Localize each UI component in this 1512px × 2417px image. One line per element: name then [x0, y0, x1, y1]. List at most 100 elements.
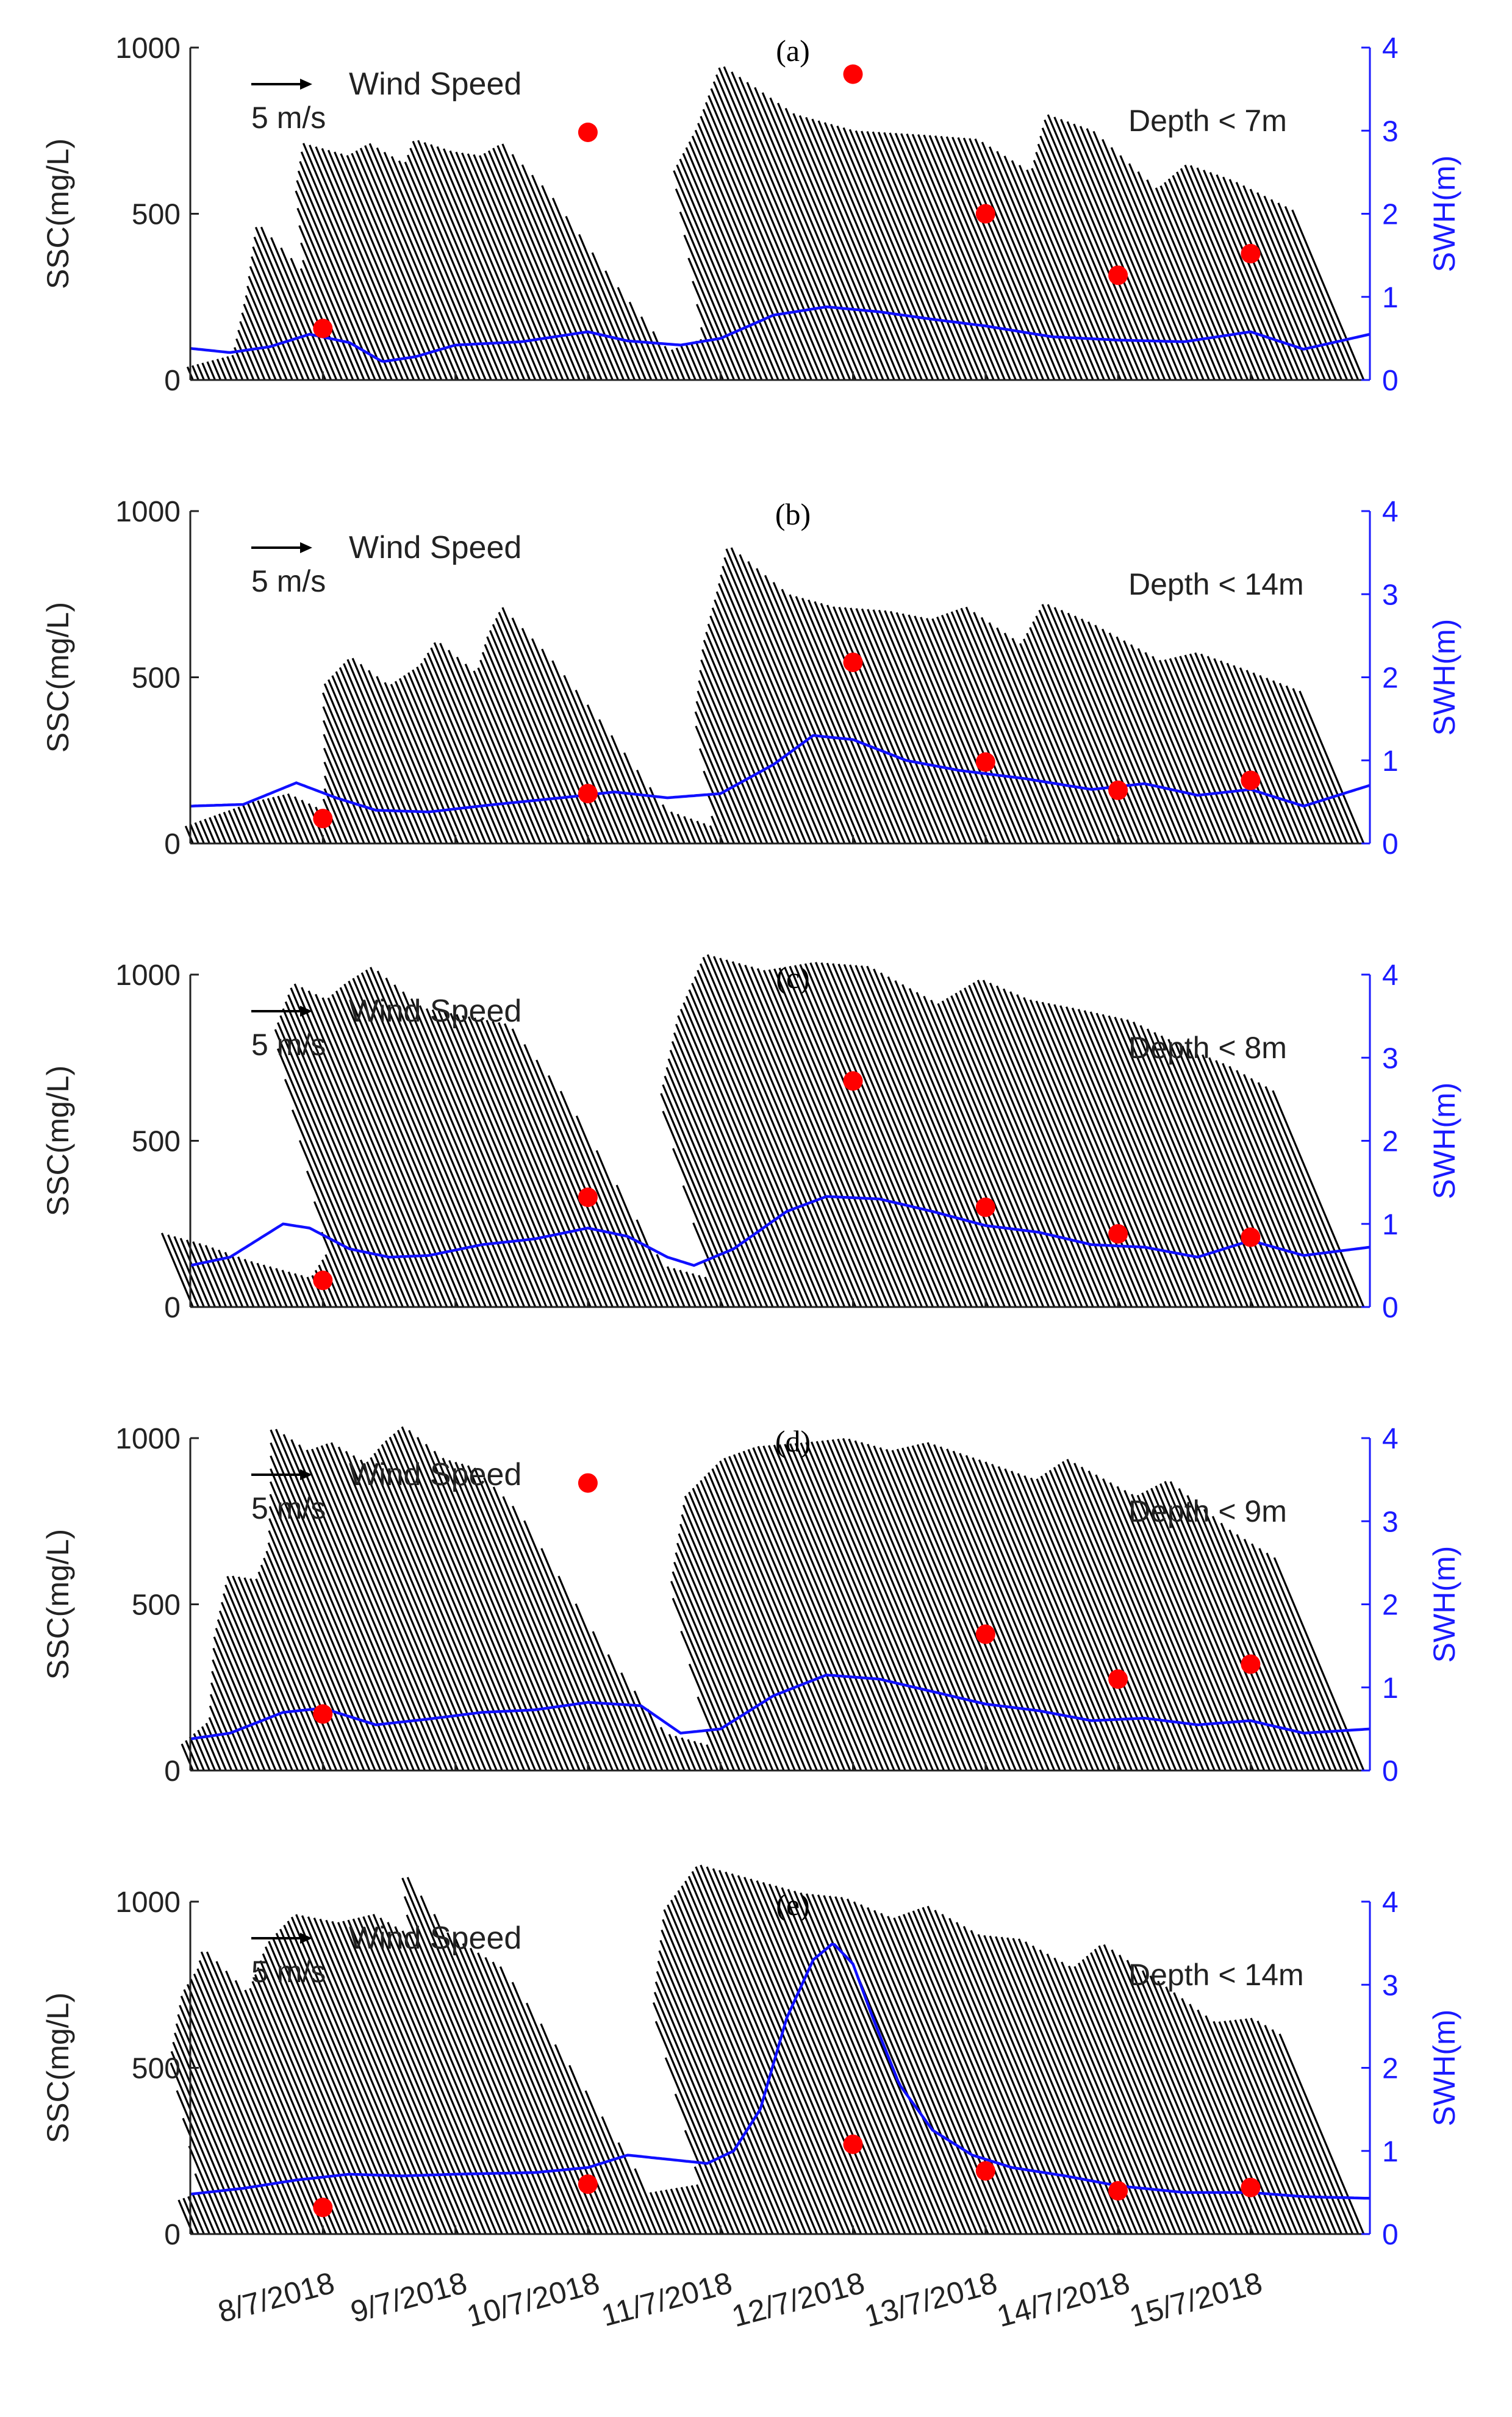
wind-vector [1158, 659, 1238, 844]
wind-vector [1228, 2020, 1320, 2235]
wind-vector [473, 670, 548, 844]
legend-arrow-label: 5 m/s [251, 1955, 326, 1989]
left-axis-label: SSC(mg/L) [41, 138, 75, 289]
wind-vector [699, 670, 774, 844]
wind-vector [867, 1444, 1006, 1771]
wind-vector [365, 969, 509, 1308]
wind-vector [367, 1914, 503, 2235]
wind-vector [1137, 648, 1221, 844]
wind-vector [698, 748, 741, 844]
wind-vector [1078, 1962, 1194, 2235]
wind-vector [698, 1275, 713, 1308]
wind-vector [661, 804, 680, 844]
wind-vector [462, 1943, 586, 2235]
wind-vector [260, 1564, 349, 1771]
wind-vector [479, 659, 559, 844]
wind-vector [859, 1904, 1000, 2235]
wind-vector [670, 811, 686, 844]
wind-vector [907, 1912, 1045, 2235]
wind-vector [1272, 1090, 1365, 1308]
wind-vector [843, 964, 989, 1308]
wind-vector [916, 1444, 1056, 1771]
wind-vector [1031, 168, 1122, 381]
wind-vector [242, 804, 260, 844]
wind-vector [335, 990, 470, 1308]
wind-vector [313, 1917, 448, 2235]
wind-vector [1060, 609, 1161, 844]
wind-vector [636, 770, 669, 844]
wind-vector [251, 256, 304, 381]
wind-vector [186, 1983, 293, 2235]
wind-vector [772, 582, 884, 844]
wind-vector [293, 1273, 310, 1308]
ssc-point [975, 2161, 995, 2181]
wind-vector [346, 659, 426, 844]
wind-vector [842, 1438, 984, 1771]
right-tick-label: 1 [1382, 1209, 1399, 1241]
wind-vector [301, 1915, 437, 2235]
wind-vector [403, 675, 476, 844]
wind-vector [672, 1571, 758, 1771]
wind-vector [703, 640, 790, 844]
wind-vector [249, 266, 299, 381]
wind-vector [323, 683, 393, 844]
wind-vector [1155, 187, 1238, 381]
wind-vector [699, 963, 846, 1308]
wind-vector [1159, 185, 1244, 381]
wind-vector [801, 598, 906, 844]
wind-vector [887, 976, 1028, 1308]
wind-vector [762, 970, 906, 1308]
wind-vector [911, 134, 1017, 381]
wind-vector [396, 1430, 542, 1771]
left-tick-label: 500 [132, 199, 181, 231]
wind-vector [1126, 1960, 1244, 2235]
right-tick-label: 0 [1382, 828, 1399, 861]
wind-vector [664, 1075, 763, 1308]
wind-vector [1220, 1522, 1326, 1771]
wind-vector [676, 814, 691, 844]
wind-vector [1203, 1509, 1315, 1771]
wind-vector [794, 965, 940, 1308]
wind-vector [455, 151, 553, 381]
wind-vector [220, 1602, 293, 1771]
wind-vector [731, 961, 879, 1308]
wind-vector [223, 812, 238, 844]
wind-vector [654, 2191, 675, 2235]
wind-vector [957, 137, 1061, 381]
wind-vector [1205, 2015, 1299, 2235]
ssc-point [975, 752, 995, 772]
wind-vector [673, 1268, 691, 1308]
wind-vector [498, 1022, 620, 1308]
wind-vector [277, 795, 299, 844]
wind-vector [198, 1243, 228, 1308]
left-tick-label: 500 [132, 1589, 181, 1622]
wind-vector [769, 1883, 917, 2235]
wind-vector [1224, 2021, 1315, 2235]
wind-vector [249, 1578, 332, 1771]
wind-vector [1209, 172, 1299, 381]
wind-vector [179, 2005, 277, 2235]
wind-vector [684, 2130, 730, 2235]
wind-vector [268, 1530, 371, 1771]
wind-vector [1222, 1062, 1326, 1308]
wind-vector [1114, 1016, 1238, 1308]
wind-vector [697, 1696, 730, 1771]
wind-vector [984, 1461, 1116, 1771]
wind-vector [221, 357, 233, 381]
wind-vector [348, 980, 487, 1308]
wind-vector [481, 651, 564, 844]
wind-vector [679, 1269, 697, 1308]
wind-vector [368, 670, 443, 844]
wind-vector [1083, 1010, 1210, 1308]
wind-vector [684, 1495, 801, 1771]
wind-vector [903, 1914, 1039, 2235]
right-tick-label: 0 [1382, 1755, 1399, 1788]
panel-label: (c) [776, 961, 810, 995]
panel-b: 0 500 1000 0 1 2 3 4 SSC(mg/L) SWH(m) (b) Depth < 1… [41, 496, 1461, 861]
wind-vector [412, 140, 514, 381]
wind-vector [1087, 1470, 1216, 1771]
wind-vector [180, 1996, 282, 2235]
wind-vector [209, 817, 222, 844]
wind-vector [501, 143, 603, 381]
wind-vector [370, 967, 514, 1308]
